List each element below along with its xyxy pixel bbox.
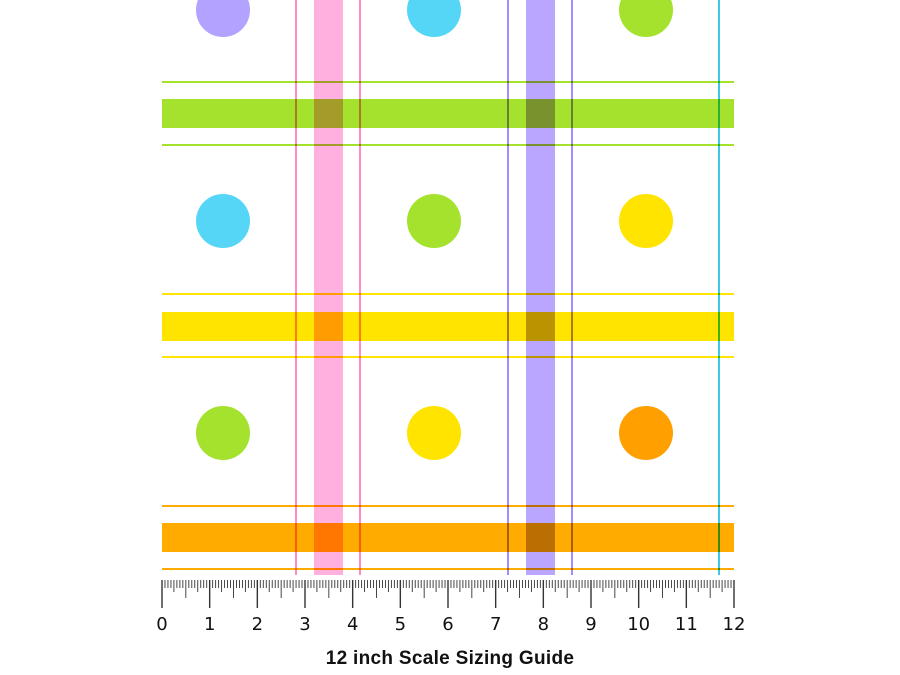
pink-stripe-rule [295,0,297,575]
pink-stripe-rule [359,0,361,575]
cyan-line [718,0,720,575]
dot-green [619,0,673,37]
orange-stripe-rule [162,568,734,570]
vertical-stripes [295,0,720,575]
dot-cyan [196,194,250,248]
ruler-label: 8 [538,614,549,635]
plaid-dot-pattern [162,0,734,575]
dot-yellow [619,194,673,248]
pink-stripe [314,0,343,575]
dot-orange [619,406,673,460]
yellow-stripe-rule [162,293,734,295]
ruler-ticks [161,580,735,608]
pattern-background [162,0,734,575]
ruler-label: 4 [347,614,358,635]
polka-dots [196,0,673,460]
ruler-label: 6 [442,614,453,635]
dot-cyan [407,0,461,37]
horizontal-stripes [162,81,734,570]
dot-yellow [407,406,461,460]
scale-caption: 12 inch Scale Sizing Guide [325,648,575,669]
purple-stripe-rule [571,0,573,575]
ruler-label: 2 [252,614,263,635]
ruler-label: 7 [490,614,501,635]
yellow-stripe [162,312,734,341]
ruler-labels: 0 1 2 3 4 5 6 7 8 9 10 11 12 [156,614,745,635]
dot-green [407,194,461,248]
ruler-label: 5 [395,614,406,635]
green-stripe [162,99,734,128]
ruler-label: 9 [585,614,596,635]
green-stripe-rule [162,144,734,146]
dot-purple [196,0,250,37]
ruler-label: 12 [723,614,746,635]
ruler-label: 3 [299,614,310,635]
ruler-label: 1 [204,614,215,635]
yellow-stripe-rule [162,356,734,358]
purple-stripe-rule [507,0,509,575]
green-stripe-rule [162,81,734,83]
orange-stripe [162,523,734,552]
orange-stripe-rule [162,505,734,507]
ruler-label: 0 [156,614,167,635]
scale-ruler: 0 1 2 3 4 5 6 7 8 9 10 11 12 [156,580,745,635]
purple-stripe [526,0,555,575]
ruler-label: 10 [627,614,650,635]
dot-green [196,406,250,460]
ruler-label: 11 [675,614,698,635]
